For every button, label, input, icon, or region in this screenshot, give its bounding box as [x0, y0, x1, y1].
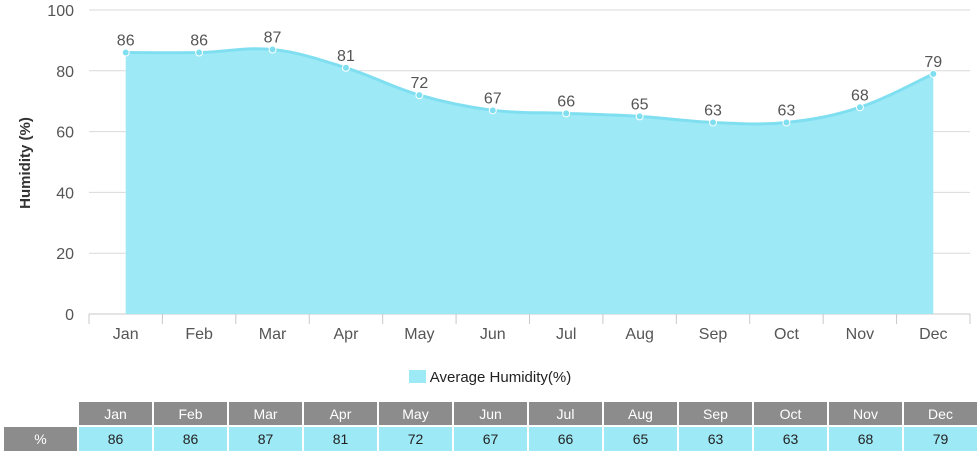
x-tick-label: Jan — [113, 326, 139, 343]
x-tick-label: Dec — [919, 326, 947, 343]
data-label: 68 — [851, 87, 869, 104]
data-point[interactable] — [195, 48, 204, 57]
table-cell: 63 — [754, 425, 827, 451]
legend-swatch — [408, 370, 426, 383]
x-tick-label: Jun — [480, 326, 506, 343]
data-point[interactable] — [709, 118, 718, 127]
data-label: 63 — [704, 102, 722, 119]
legend-label: Average Humidity(%) — [429, 369, 572, 386]
table-cell: 79 — [904, 425, 977, 451]
data-label: 86 — [190, 33, 208, 50]
legend[interactable]: Average Humidity(%) — [0, 369, 980, 386]
table-cell: 72 — [379, 425, 452, 451]
y-tick-label: 20 — [56, 246, 74, 263]
data-table: Jan Feb Mar Apr May Jun Jul Aug Sep Oct Nov Dec % 8… — [2, 402, 979, 451]
table-header-cell: Dec — [904, 402, 977, 425]
data-point[interactable] — [268, 45, 277, 54]
table-cell: 81 — [304, 425, 377, 451]
table-cell: 86 — [154, 425, 227, 451]
x-tick-label: Feb — [185, 326, 213, 343]
x-tick-label: Apr — [334, 326, 360, 343]
table-cell: 65 — [604, 425, 677, 451]
x-tick-label: Oct — [774, 326, 799, 343]
data-point[interactable] — [635, 112, 644, 121]
table-cell: 63 — [679, 425, 752, 451]
x-axis-ticks: Jan Feb Mar Apr May Jun Jul Aug Sep Oct Nov Dec — [88, 314, 971, 343]
y-axis-title: Humidity (%) — [17, 117, 34, 209]
data-point[interactable] — [488, 106, 497, 115]
data-label: 63 — [778, 102, 796, 119]
table-header-cell: Aug — [604, 402, 677, 425]
data-point[interactable] — [121, 48, 130, 57]
table-corner — [4, 402, 77, 425]
series-line — [125, 47, 934, 126]
y-axis-ticks: 0 20 40 60 80 100 — [47, 3, 74, 324]
plot-area — [121, 45, 938, 314]
data-label: 72 — [410, 75, 428, 92]
table-header-cell: Feb — [154, 402, 227, 425]
y-tick-label: 40 — [56, 185, 74, 202]
table-cell: 87 — [229, 425, 302, 451]
y-tick-label: 0 — [65, 307, 74, 324]
y-tick-label: 60 — [56, 125, 74, 142]
x-tick-label: Jul — [556, 326, 576, 343]
x-tick-label: Aug — [625, 326, 653, 343]
data-labels: 86 86 87 81 72 67 66 65 63 63 68 79 — [117, 30, 942, 120]
table-header-cell: Jun — [454, 402, 527, 425]
humidity-area-chart: 0 20 40 60 80 100 Jan Feb Mar Apr May Jun Jul Aug Sep… — [17, 3, 971, 343]
data-label: 79 — [924, 54, 942, 71]
data-point[interactable] — [562, 109, 571, 118]
table-header-cell: Sep — [679, 402, 752, 425]
table-cell: 86 — [79, 425, 152, 451]
table-header-cell: Jul — [529, 402, 602, 425]
x-tick-label: Nov — [846, 326, 874, 343]
series-area — [125, 48, 934, 314]
data-point[interactable] — [341, 63, 350, 72]
data-point[interactable] — [782, 118, 791, 127]
table-header-cell: Oct — [754, 402, 827, 425]
table-header-cell: Mar — [229, 402, 302, 425]
table-header-cell: Apr — [304, 402, 377, 425]
table-cell: 66 — [529, 425, 602, 451]
x-tick-label: May — [404, 326, 434, 343]
x-tick-label: Sep — [699, 326, 728, 343]
y-tick-label: 80 — [56, 64, 74, 81]
table-header-cell: Nov — [829, 402, 902, 425]
data-point[interactable] — [929, 69, 938, 78]
table-row: % 86 86 87 81 72 67 66 65 63 63 68 79 — [4, 425, 977, 451]
y-tick-label: 100 — [47, 3, 74, 20]
data-label: 86 — [117, 33, 135, 50]
table-cell: 68 — [829, 425, 902, 451]
data-label: 81 — [337, 48, 355, 65]
data-point[interactable] — [415, 91, 424, 100]
table-header-cell: May — [379, 402, 452, 425]
data-label: 87 — [264, 30, 282, 47]
data-point[interactable] — [855, 103, 864, 112]
data-label: 67 — [484, 90, 502, 107]
data-label: 65 — [631, 96, 649, 113]
table-header-cell: Jan — [79, 402, 152, 425]
table-cell: 67 — [454, 425, 527, 451]
table-header-row: Jan Feb Mar Apr May Jun Jul Aug Sep Oct Nov Dec — [4, 402, 977, 425]
x-tick-label: Mar — [259, 326, 287, 343]
table-row-label: % — [4, 425, 77, 451]
data-label: 66 — [557, 93, 575, 110]
